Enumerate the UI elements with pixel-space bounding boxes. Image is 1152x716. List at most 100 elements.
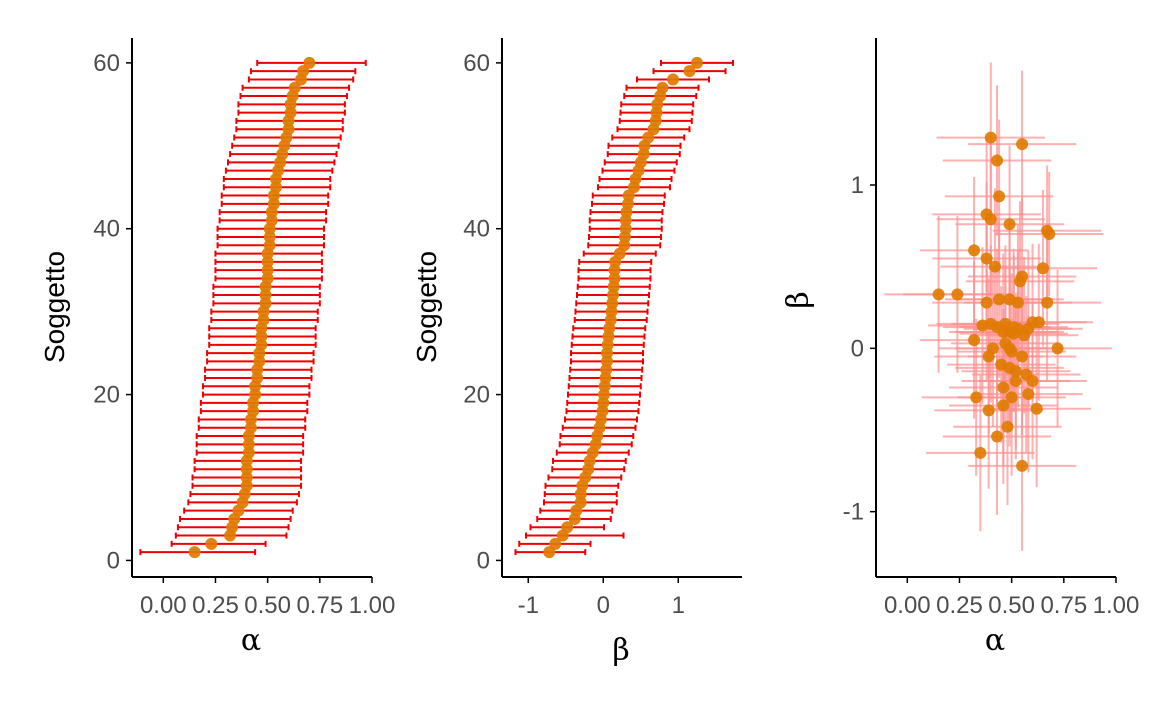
data-point: [261, 255, 274, 268]
data-point: [984, 213, 997, 226]
data-point: [970, 391, 983, 404]
data-point: [255, 330, 268, 343]
data-point: [242, 438, 255, 451]
x-axis-title: α: [241, 623, 261, 658]
data-point: [561, 521, 574, 534]
y-axis-title: Soggetto: [411, 251, 442, 363]
data-point: [1003, 342, 1016, 355]
data-point: [244, 421, 257, 434]
data-point: [549, 537, 562, 550]
data-point: [282, 123, 295, 136]
data-point: [205, 537, 218, 550]
data-point: [249, 388, 262, 401]
data-point: [1016, 459, 1029, 472]
data-point: [997, 381, 1010, 394]
y-tick-label: 40: [93, 216, 120, 243]
y-tick-label: 1: [851, 172, 864, 199]
x-tick-label: 1.00: [1093, 592, 1140, 619]
data-point: [991, 154, 1004, 167]
data-point: [1051, 342, 1064, 355]
data-point: [257, 313, 270, 326]
x-tick-label: 1.00: [349, 592, 396, 619]
data-point: [982, 404, 995, 417]
data-point: [543, 546, 556, 559]
panel-alpha-errorbars: Soggetto α 0.00 0.25 0.50 0.75 1.00 0 20 40 60: [39, 38, 395, 658]
data-point: [988, 260, 1001, 273]
x-tick-label: 0.25: [192, 592, 239, 619]
data-point: [251, 371, 264, 384]
data-point: [997, 399, 1010, 412]
data-point: [1001, 420, 1014, 433]
data-point: [1009, 365, 1022, 378]
data-point: [1009, 375, 1022, 387]
data-point: [303, 56, 316, 69]
data-point: [1043, 228, 1056, 240]
data-point: [993, 293, 1006, 306]
data-point: [932, 288, 945, 301]
data-point: [265, 214, 278, 227]
data-point: [259, 289, 272, 302]
data-point: [974, 446, 987, 459]
data-point: [1032, 316, 1045, 329]
x-tick-label: 0.50: [244, 592, 291, 619]
data-point: [288, 81, 301, 94]
data-point: [1030, 402, 1043, 415]
data-point: [297, 65, 310, 78]
data-point: [1036, 262, 1049, 275]
x-tick-label: -1: [518, 592, 539, 619]
data-point: [255, 338, 268, 351]
data-point: [253, 355, 266, 368]
data-point: [976, 319, 989, 332]
data-point: [261, 272, 274, 285]
y-tick-label: 60: [93, 50, 120, 77]
x-tick-label: 0.50: [988, 592, 1035, 619]
data-point: [240, 479, 253, 492]
data-point: [608, 272, 621, 285]
data-point: [1016, 350, 1029, 363]
data-point: [240, 463, 253, 476]
data-point: [991, 430, 1004, 443]
x-axis-title: α: [985, 623, 1005, 658]
data-point: [951, 288, 964, 301]
data-point: [601, 355, 613, 368]
data-point: [259, 297, 272, 310]
data-point: [242, 446, 255, 459]
data-point: [980, 252, 993, 265]
data-point: [982, 350, 995, 363]
data-point: [1014, 275, 1026, 288]
x-tick-label: 1: [672, 592, 685, 619]
data-point: [263, 231, 276, 244]
x-axis-title: β: [612, 633, 629, 668]
data-point: [968, 244, 981, 257]
data-point: [261, 264, 274, 277]
x-tick-label: 0.00: [140, 592, 187, 619]
y-axis-title: β: [781, 291, 816, 308]
y-tick-label: 0: [477, 547, 490, 574]
data-point: [188, 546, 201, 559]
data-point: [1003, 218, 1016, 231]
y-tick-label: -1: [843, 499, 864, 526]
data-point: [1026, 375, 1039, 387]
data-point: [1041, 296, 1054, 309]
data-point: [1007, 327, 1020, 340]
data-point: [267, 197, 280, 210]
data-point: [984, 131, 997, 144]
x-tick-label: 0.00: [884, 592, 931, 619]
y-axis-title: Soggetto: [39, 251, 70, 363]
data-point: [667, 73, 679, 86]
data-point: [574, 496, 587, 509]
y-tick-label: 0: [851, 335, 864, 362]
y-tick-label: 60: [463, 50, 490, 77]
y-tick-label: 20: [93, 382, 120, 409]
x-tick-label: 0.75: [296, 592, 343, 619]
data-point: [270, 181, 282, 194]
panel-alpha-vs-beta: β α 0.00 0.25 0.50 0.75 1.00 -1 0 1: [781, 38, 1139, 658]
data-point: [968, 334, 981, 347]
data-point: [691, 56, 703, 69]
data-point: [240, 471, 253, 484]
data-point: [1022, 388, 1035, 401]
data-point: [656, 81, 669, 94]
